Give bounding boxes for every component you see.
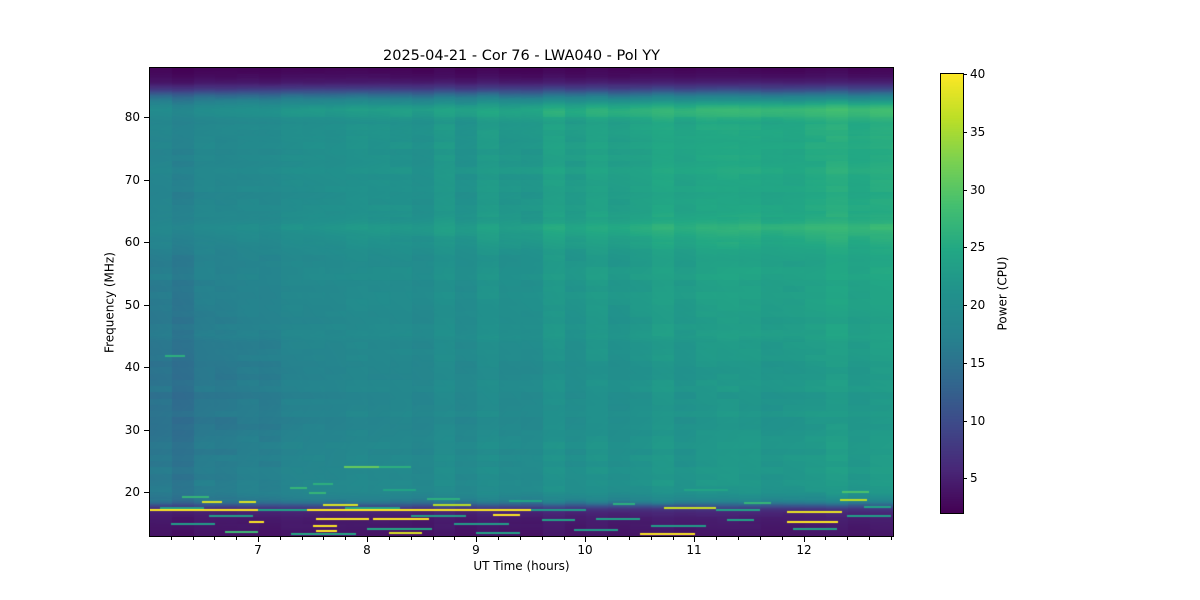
x-minor-tick	[869, 537, 870, 540]
x-tick-label: 9	[472, 543, 480, 557]
colorbar-tick-label: 15	[970, 356, 986, 370]
y-tick-label: 50	[124, 298, 140, 312]
x-minor-tick	[891, 537, 892, 540]
colorbar-tick-label: 10	[970, 414, 986, 428]
x-minor-tick	[738, 537, 739, 540]
x-tick-label: 7	[254, 543, 262, 557]
x-minor-tick	[716, 537, 717, 540]
x-minor-tick	[214, 537, 215, 540]
x-minor-tick	[673, 537, 674, 540]
y-tick-label: 20	[124, 485, 140, 499]
x-minor-tick	[542, 537, 543, 540]
x-tick-label: 8	[363, 543, 371, 557]
y-tick	[144, 117, 149, 118]
y-tick	[144, 305, 149, 306]
colorbar	[941, 74, 963, 513]
colorbar-tick	[963, 305, 967, 306]
colorbar-tick-label: 35	[970, 125, 986, 139]
x-tick	[585, 537, 586, 542]
colorbar-tick-label: 40	[970, 67, 986, 81]
x-tick	[476, 537, 477, 542]
x-minor-tick	[454, 537, 455, 540]
y-tick-label: 70	[124, 173, 140, 187]
x-minor-tick	[629, 537, 630, 540]
x-tick-label: 10	[577, 543, 593, 557]
colorbar-tick	[963, 247, 967, 248]
y-tick	[144, 367, 149, 368]
x-minor-tick	[193, 537, 194, 540]
x-minor-tick	[171, 537, 172, 540]
spectrogram-heatmap	[150, 68, 893, 536]
y-tick	[144, 430, 149, 431]
colorbar-label: Power (CPU)	[995, 256, 1010, 331]
x-minor-tick	[607, 537, 608, 540]
x-minor-tick	[782, 537, 783, 540]
x-axis-label: UT Time (hours)	[473, 559, 570, 573]
x-minor-tick	[760, 537, 761, 540]
x-tick-label: 11	[686, 543, 702, 557]
colorbar-frame	[940, 73, 964, 514]
colorbar-tick	[963, 478, 967, 479]
x-minor-tick	[651, 537, 652, 540]
y-tick-label: 40	[124, 360, 140, 374]
colorbar-tick	[963, 421, 967, 422]
y-tick-label: 80	[124, 110, 140, 124]
x-minor-tick	[433, 537, 434, 540]
y-tick	[144, 492, 149, 493]
x-minor-tick	[498, 537, 499, 540]
colorbar-tick-label: 30	[970, 183, 986, 197]
x-minor-tick	[345, 537, 346, 540]
x-minor-tick	[236, 537, 237, 540]
x-tick-label: 12	[796, 543, 812, 557]
x-minor-tick	[847, 537, 848, 540]
y-tick	[144, 242, 149, 243]
spectrogram-plot-area	[149, 67, 894, 537]
colorbar-tick-label: 20	[970, 298, 986, 312]
x-tick	[694, 537, 695, 542]
plot-title: 2025-04-21 - Cor 76 - LWA040 - Pol YY	[383, 48, 660, 64]
x-minor-tick	[520, 537, 521, 540]
x-minor-tick	[564, 537, 565, 540]
x-tick	[258, 537, 259, 542]
colorbar-tick-label: 25	[970, 240, 986, 254]
x-minor-tick	[302, 537, 303, 540]
colorbar-tick-label: 5	[970, 471, 978, 485]
x-tick	[804, 537, 805, 542]
y-tick-label: 30	[124, 423, 140, 437]
colorbar-tick	[963, 363, 967, 364]
x-minor-tick	[825, 537, 826, 540]
x-tick	[367, 537, 368, 542]
y-tick	[144, 180, 149, 181]
colorbar-tick	[963, 190, 967, 191]
x-minor-tick	[323, 537, 324, 540]
y-tick-label: 60	[124, 235, 140, 249]
colorbar-tick	[963, 132, 967, 133]
colorbar-tick	[963, 74, 967, 75]
x-minor-tick	[280, 537, 281, 540]
x-minor-tick	[389, 537, 390, 540]
x-minor-tick	[411, 537, 412, 540]
